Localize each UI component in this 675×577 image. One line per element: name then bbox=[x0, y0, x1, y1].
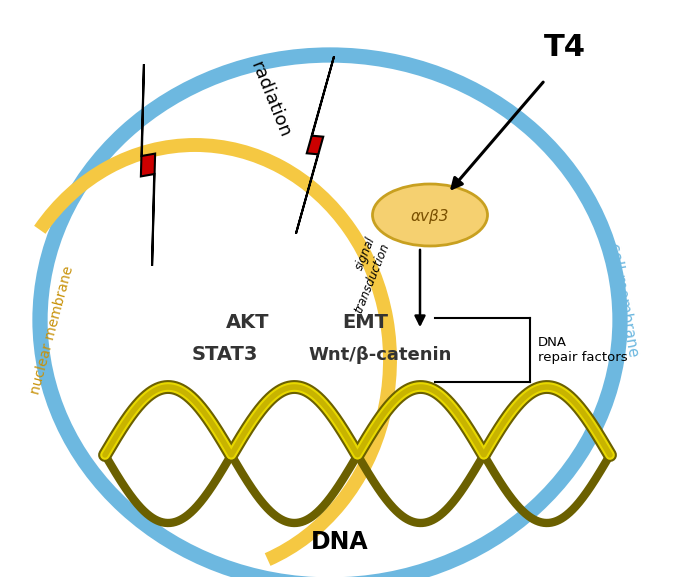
Text: EMT: EMT bbox=[342, 313, 388, 332]
Ellipse shape bbox=[373, 184, 487, 246]
Polygon shape bbox=[296, 57, 334, 234]
Text: nuclear membrane: nuclear membrane bbox=[28, 264, 76, 396]
Text: DNA: DNA bbox=[311, 530, 369, 554]
Text: αvβ3: αvβ3 bbox=[411, 209, 450, 224]
Text: radiation: radiation bbox=[246, 59, 294, 141]
Text: Wnt/β-catenin: Wnt/β-catenin bbox=[308, 346, 452, 364]
Text: signal
transduction: signal transduction bbox=[338, 235, 392, 315]
Text: cell membrane: cell membrane bbox=[605, 242, 641, 358]
Polygon shape bbox=[141, 64, 155, 266]
Text: T4: T4 bbox=[544, 33, 586, 62]
Text: STAT3: STAT3 bbox=[192, 346, 258, 365]
Text: AKT: AKT bbox=[226, 313, 270, 332]
Text: DNA
repair factors: DNA repair factors bbox=[538, 336, 628, 364]
